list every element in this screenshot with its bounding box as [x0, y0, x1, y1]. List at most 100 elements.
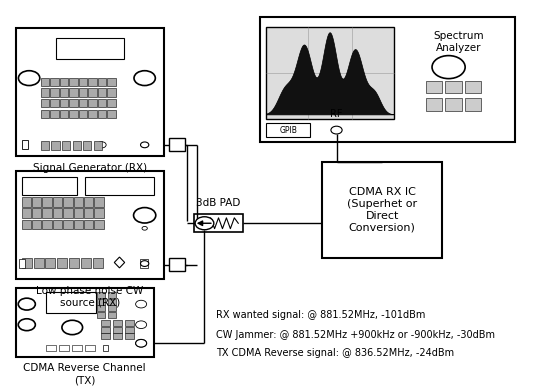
Text: 3dB PAD: 3dB PAD — [197, 198, 241, 208]
Bar — [60, 78, 68, 86]
Bar — [50, 99, 59, 107]
Bar — [73, 220, 83, 229]
Text: RF: RF — [330, 109, 343, 119]
Bar — [50, 78, 59, 86]
Text: TX CDMA Reverse signal: @ 836.52MHz, -24dBm: TX CDMA Reverse signal: @ 836.52MHz, -24… — [216, 348, 454, 358]
Bar — [108, 305, 116, 311]
Bar — [53, 220, 62, 229]
Text: RX wanted signal: @ 881.52MHz, -101dBm: RX wanted signal: @ 881.52MHz, -101dBm — [216, 310, 425, 320]
Circle shape — [18, 71, 40, 85]
Bar — [94, 208, 104, 218]
Bar — [41, 99, 50, 107]
Bar — [113, 320, 122, 326]
Bar — [125, 327, 134, 333]
Bar — [86, 345, 95, 352]
Circle shape — [136, 340, 147, 347]
Bar — [97, 312, 105, 318]
Bar — [83, 141, 92, 150]
Circle shape — [62, 320, 83, 334]
Bar — [34, 258, 44, 268]
Bar — [32, 220, 41, 229]
Circle shape — [142, 227, 147, 230]
Bar — [107, 109, 116, 118]
Bar — [73, 208, 83, 218]
Bar — [22, 197, 31, 207]
Bar — [79, 109, 87, 118]
Bar — [107, 99, 116, 107]
Bar — [169, 258, 185, 271]
Bar — [22, 258, 32, 268]
Bar — [445, 81, 462, 93]
Bar — [79, 99, 87, 107]
Bar — [70, 99, 78, 107]
Text: Signal Generator (RX): Signal Generator (RX) — [33, 163, 147, 173]
Bar — [16, 28, 164, 156]
Bar — [113, 333, 122, 339]
Bar — [56, 38, 124, 59]
Circle shape — [134, 208, 156, 223]
Circle shape — [195, 217, 214, 230]
Bar — [41, 78, 50, 86]
Bar — [88, 109, 97, 118]
Bar — [97, 299, 105, 305]
Bar — [465, 98, 481, 111]
Bar — [94, 197, 104, 207]
Bar — [22, 220, 31, 229]
Bar — [73, 197, 83, 207]
Bar — [84, 220, 93, 229]
Bar — [19, 259, 25, 268]
Bar — [97, 305, 105, 311]
Bar — [69, 258, 79, 268]
Bar — [260, 17, 515, 142]
Bar — [107, 88, 116, 97]
Bar — [46, 293, 95, 313]
Bar — [51, 141, 60, 150]
Bar — [267, 123, 310, 137]
Bar — [426, 81, 442, 93]
Bar — [63, 208, 72, 218]
Bar — [32, 197, 41, 207]
Polygon shape — [267, 33, 394, 115]
Bar — [103, 345, 108, 352]
Bar — [267, 27, 394, 120]
Bar — [41, 109, 50, 118]
Bar — [79, 78, 87, 86]
Bar — [108, 293, 116, 298]
Bar — [94, 220, 104, 229]
Bar — [93, 141, 102, 150]
Bar — [16, 171, 164, 279]
Bar — [98, 78, 107, 86]
Bar — [32, 208, 41, 218]
Bar — [98, 99, 107, 107]
Bar — [88, 88, 97, 97]
Circle shape — [136, 321, 147, 329]
Circle shape — [136, 300, 147, 308]
Bar — [88, 78, 97, 86]
Bar — [322, 162, 442, 258]
Bar — [70, 88, 78, 97]
Bar — [50, 88, 59, 97]
Bar — [101, 327, 110, 333]
Bar — [59, 345, 69, 352]
Bar — [63, 197, 72, 207]
Bar — [98, 109, 107, 118]
Bar — [70, 109, 78, 118]
Circle shape — [136, 340, 147, 347]
Text: CDMA RX IC
(Superhet or
Direct
Conversion): CDMA RX IC (Superhet or Direct Conversio… — [347, 187, 417, 232]
Bar — [101, 320, 110, 326]
Circle shape — [432, 55, 465, 79]
Bar — [125, 333, 134, 339]
Bar — [101, 333, 110, 339]
Circle shape — [18, 298, 35, 310]
Bar — [72, 141, 81, 150]
Bar — [43, 220, 52, 229]
Bar — [465, 81, 481, 93]
Bar — [98, 88, 107, 97]
Bar — [41, 141, 50, 150]
Bar — [16, 288, 153, 357]
Bar — [140, 259, 147, 268]
Bar — [169, 139, 185, 151]
Bar — [113, 327, 122, 333]
Bar — [60, 109, 68, 118]
Text: Low phase noise CW
source (RX): Low phase noise CW source (RX) — [36, 286, 144, 307]
